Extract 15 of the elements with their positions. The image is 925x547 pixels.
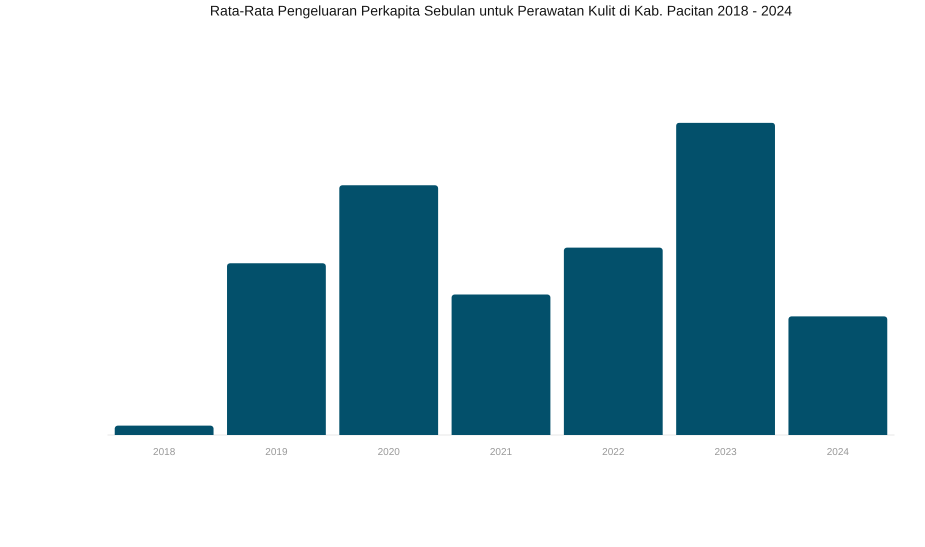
bar [564, 248, 663, 435]
bar [788, 316, 888, 435]
x-tick-label: 2021 [490, 446, 513, 458]
chart-title: Rata-Rata Pengeluaran Perkapita Sebulan untuk Perawatan Kulit di Kab. Pacitan 2018 - 2024 [210, 2, 792, 18]
bar [452, 294, 550, 435]
x-tick-label: 2018 [153, 446, 176, 458]
x-tick-label: 2022 [602, 446, 625, 458]
x-tick-label: 2020 [378, 446, 400, 458]
x-tick-label: 2019 [265, 446, 288, 458]
x-tick-label: 2023 [714, 446, 738, 458]
bar [227, 263, 326, 435]
bar [114, 426, 214, 435]
x-tick-label: 2024 [826, 446, 850, 458]
bar [676, 122, 775, 435]
bar [339, 185, 438, 435]
